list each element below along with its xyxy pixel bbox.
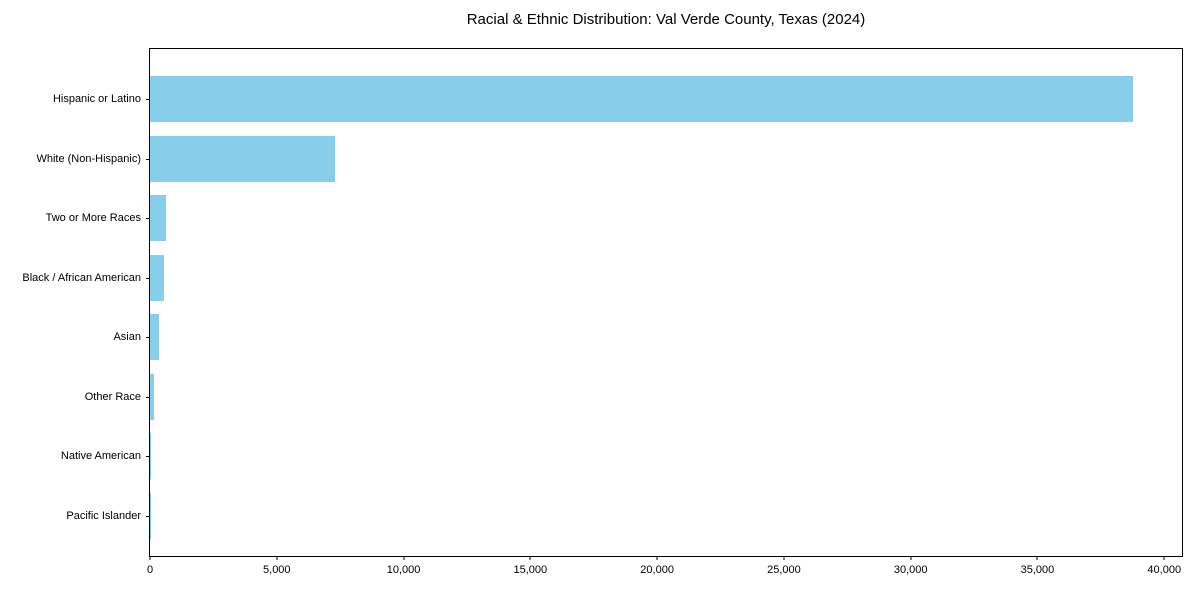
x-axis-tick <box>783 556 785 560</box>
y-tick-label-white-non-hispanic: White (Non-Hispanic) <box>36 152 141 165</box>
bar-other-race <box>150 373 154 420</box>
y-axis-tick <box>146 515 150 517</box>
x-tick-label-5000: 5,000 <box>263 564 291 576</box>
x-tick-label-35000: 35,000 <box>1020 564 1055 576</box>
x-tick-label-20000: 20,000 <box>640 564 674 576</box>
x-axis-tick <box>1036 556 1038 560</box>
y-axis-tick <box>146 456 150 457</box>
x-axis-tick <box>910 556 912 560</box>
y-tick-label-other-race: Other Race <box>84 390 141 403</box>
plot-area: Hispanic or Latino White (Non-Hispanic) Tw… <box>22 48 1183 576</box>
bar-asian <box>150 314 159 360</box>
x-tick-label-15000: 15,000 <box>513 564 548 576</box>
chart-title: Racial & Ethnic Distribution: Val Verde … <box>466 11 866 28</box>
x-axis-tick <box>276 556 278 560</box>
y-tick-label-pacific-islander: Pacific Islander <box>66 509 141 522</box>
x-axis-tick <box>403 556 405 560</box>
y-tick-label-two-or-more-races: Two or More Races <box>45 212 141 224</box>
bar-two-or-more-races <box>150 195 167 241</box>
x-axis-tick <box>1163 556 1165 560</box>
x-tick-label-25000: 25,000 <box>767 564 801 576</box>
y-axis-tick <box>146 396 150 398</box>
y-axis-tick <box>146 337 150 338</box>
y-tick-label-black-african-american: Black / African American <box>22 271 141 284</box>
bar-hispanic-or-latino <box>150 76 1133 122</box>
x-tick-label-30000: 30,000 <box>893 564 928 576</box>
x-tick-label-10000: 10,000 <box>386 564 421 576</box>
bar-native-american <box>150 433 151 479</box>
x-tick-label-0: 0 <box>146 564 154 576</box>
bar-black-african-american <box>150 254 164 301</box>
bar-white-non-hispanic <box>150 135 336 182</box>
x-tick-label-40000: 40,000 <box>1147 564 1182 576</box>
y-axis-tick <box>146 99 150 100</box>
y-axis-tick <box>146 218 150 219</box>
y-tick-label-hispanic-or-latino: Hispanic or Latino <box>52 93 141 105</box>
y-tick-label-native-american: Native American <box>60 450 141 462</box>
x-axis-tick <box>149 556 151 560</box>
x-axis-tick <box>529 556 531 560</box>
y-tick-label-asian: Asian <box>113 331 141 343</box>
y-axis-tick <box>146 277 150 279</box>
x-axis-tick <box>656 556 658 560</box>
y-axis-tick <box>146 158 150 160</box>
